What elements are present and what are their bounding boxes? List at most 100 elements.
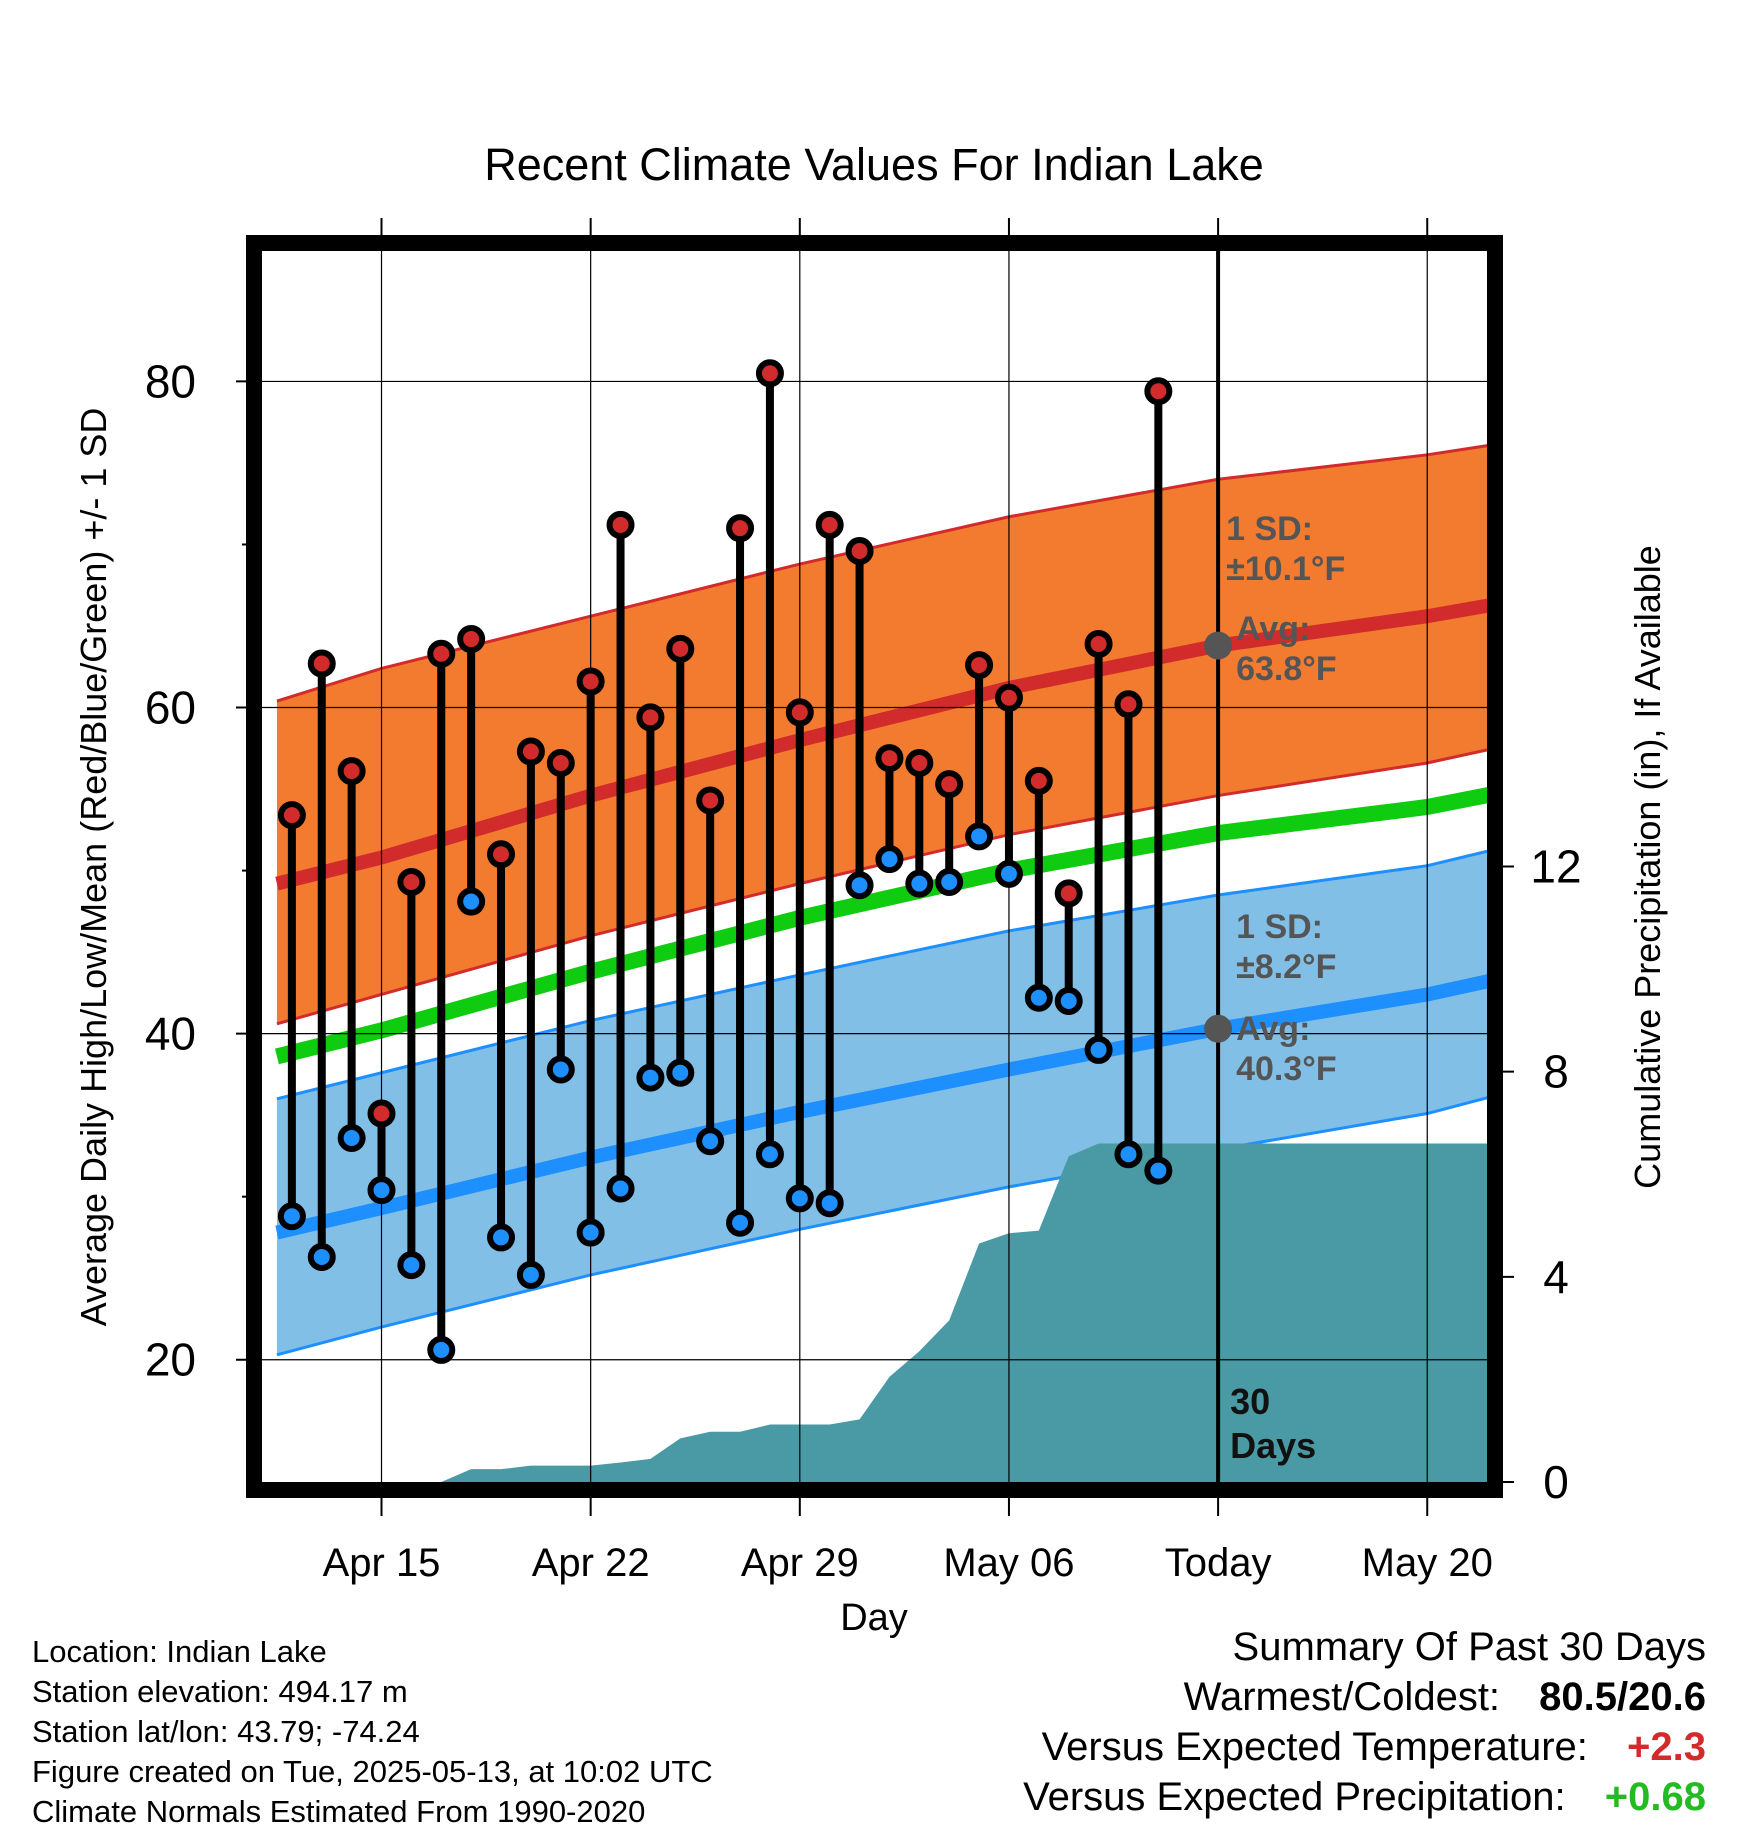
y2-tick-label: 12 <box>1530 841 1581 893</box>
low-avg-marker <box>1204 1014 1233 1043</box>
y-tick-label: 60 <box>145 682 196 734</box>
summary-temp-label: Versus Expected Temperature: <box>1041 1725 1588 1769</box>
high-point <box>367 1099 396 1128</box>
high-point <box>576 667 605 696</box>
location-text: Location: Indian Lake <box>32 1634 327 1669</box>
elevation-text: Station elevation: 494.17 m <box>32 1674 408 1709</box>
low-point <box>1144 1156 1173 1185</box>
low-point <box>875 845 904 874</box>
high-point <box>994 683 1023 712</box>
high-sd-band <box>276 445 1487 1024</box>
high-point <box>1024 766 1053 795</box>
mean-avg-line <box>275 787 1487 1065</box>
low-point <box>397 1251 426 1280</box>
low-point <box>935 867 964 896</box>
low-avg-line <box>275 974 1487 1240</box>
high-point <box>845 537 874 566</box>
high-point <box>457 625 486 654</box>
high-point <box>1144 377 1173 406</box>
high-point <box>905 748 934 777</box>
low-point <box>546 1055 575 1084</box>
high-point <box>935 770 964 799</box>
high-point <box>1084 629 1113 658</box>
plot-clip-group <box>262 251 1487 1482</box>
x-tick-label: May 20 <box>1362 1541 1493 1585</box>
high-point <box>1054 879 1083 908</box>
summary-warmest-label: Warmest/Coldest: <box>1183 1675 1501 1719</box>
high-point <box>636 703 665 732</box>
low-point <box>1114 1140 1143 1169</box>
station-info: Location: Indian Lake Station elevation:… <box>32 1632 713 1832</box>
high-point <box>516 737 545 766</box>
high-point <box>307 649 336 678</box>
y-axis-label: Average Daily High/Low/Mean (Red/Blue/Gr… <box>73 408 114 1327</box>
high-point <box>755 359 784 388</box>
y2-tick-label: 4 <box>1543 1251 1569 1303</box>
x-tick-label: Apr 15 <box>323 1541 441 1585</box>
low-point <box>487 1223 516 1252</box>
summary-precip-row: Versus Expected Precipitation: +0.68 <box>1023 1772 1706 1822</box>
low-point <box>277 1202 306 1231</box>
high-point <box>277 801 306 830</box>
low-point <box>367 1176 396 1205</box>
x-axis-label: Day <box>840 1597 908 1639</box>
y-tick-label: 40 <box>145 1008 196 1060</box>
y-tick-label: 80 <box>145 355 196 407</box>
y2-tick-label: 8 <box>1543 1046 1569 1098</box>
x-tick-label: May 06 <box>943 1541 1074 1585</box>
high-point <box>875 744 904 773</box>
low-point <box>1024 983 1053 1012</box>
high-point <box>397 867 426 896</box>
high-sd-lower-line <box>276 748 1487 1026</box>
x-tick-label: Today <box>1165 1541 1272 1585</box>
low-point <box>905 869 934 898</box>
low-point <box>755 1140 784 1169</box>
high-point <box>815 510 844 539</box>
y2-axis-label: Cumulative Precipitation (in), If Availa… <box>1627 545 1668 1189</box>
normals-text: Climate Normals Estimated From 1990-2020 <box>32 1794 646 1829</box>
high-avg-label: Avg: 63.8°F <box>1236 610 1337 688</box>
summary-title: Summary Of Past 30 Days <box>1232 1625 1706 1669</box>
low-point <box>636 1063 665 1092</box>
summary-temp-row: Versus Expected Temperature: +2.3 <box>1023 1722 1706 1772</box>
summary-warmest-row: Warmest/Coldest: 80.5/20.6 <box>1023 1672 1706 1722</box>
high-point <box>606 510 635 539</box>
low-point <box>576 1218 605 1247</box>
high-sd-label: 1 SD: ±10.1°F <box>1226 510 1345 588</box>
low-point <box>307 1242 336 1271</box>
today-days-label: 30 Days <box>1230 1381 1316 1466</box>
high-sd-upper-line <box>276 444 1487 703</box>
summary-temp-value: +2.3 <box>1627 1725 1706 1769</box>
high-point <box>726 514 755 543</box>
high-point <box>546 748 575 777</box>
chart-title: Recent Climate Values For Indian Lake <box>484 139 1264 190</box>
low-point <box>1054 987 1083 1016</box>
low-point <box>457 887 486 916</box>
low-point <box>666 1058 695 1087</box>
high-point <box>696 786 725 815</box>
high-point <box>487 840 516 869</box>
low-sd-upper-line <box>276 849 1487 1101</box>
low-point <box>427 1335 456 1364</box>
high-avg-marker <box>1204 631 1233 660</box>
low-point <box>337 1123 366 1152</box>
y-tick-label: 20 <box>145 1334 196 1386</box>
created-text: Figure created on Tue, 2025-05-13, at 10… <box>32 1754 713 1789</box>
high-point <box>666 634 695 663</box>
low-point <box>845 871 874 900</box>
low-sd-lower-line <box>276 1096 1487 1357</box>
high-point <box>427 639 456 668</box>
low-point <box>815 1189 844 1218</box>
summary-panel: Summary Of Past 30 Days Warmest/Coldest:… <box>1023 1622 1706 1822</box>
y2-tick-label: 0 <box>1543 1456 1569 1508</box>
precip-area <box>276 1143 1487 1482</box>
low-point <box>696 1127 725 1156</box>
latlon-text: Station lat/lon: 43.79; -74.24 <box>32 1714 420 1749</box>
low-point <box>606 1174 635 1203</box>
summary-precip-value: +0.68 <box>1604 1775 1706 1819</box>
plot-area: 1 SD: ±10.1°F Avg: 63.8°F 1 SD: ±8.2°F Avg: 40.… <box>145 218 1582 1585</box>
low-point <box>785 1184 814 1213</box>
summary-warmest-value: 80.5/20.6 <box>1539 1675 1706 1719</box>
low-point <box>965 822 994 851</box>
